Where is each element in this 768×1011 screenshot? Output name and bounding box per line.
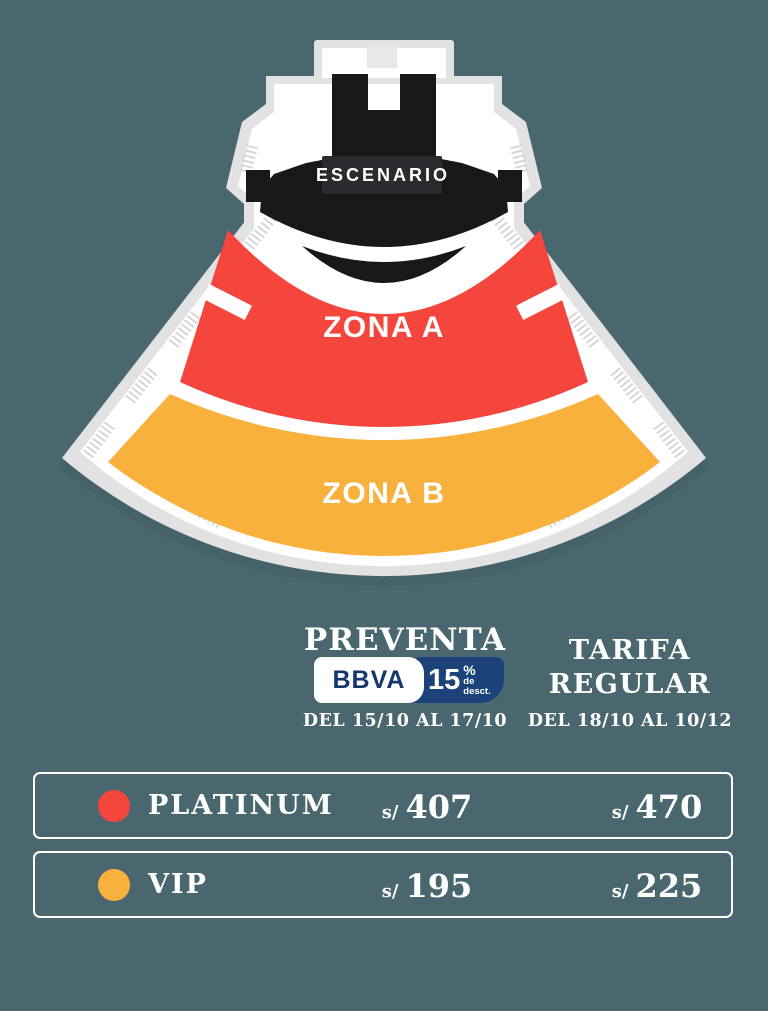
preventa-column-title: PREVENTA [303,622,507,658]
bbva-logo-box: BBVA [314,657,424,703]
venue-map: ESCENARIO ZONA A ZONA B [58,40,710,587]
vip-dot-icon [98,868,130,901]
platinum-dot-icon [98,789,130,822]
zone-a-label: ZONA A [323,311,445,344]
stage-label: ESCENARIO [316,165,450,185]
bbva-logo: BBVA [332,665,406,694]
regular-dates: DEL 18/10 AL 10/12 [527,711,733,731]
preventa-dates: DEL 15/10 AL 17/10 [302,711,508,731]
zone-b-shape[interactable] [108,394,660,557]
stage-label-box [322,156,442,194]
price-row-platinum[interactable]: PLATINUM s/ 407 s/ 470 [33,772,733,839]
zone-a-right-aisle [515,283,567,321]
price-amount: 195 [405,867,473,905]
discount-box: 15 % de desct. [414,657,504,703]
stage-apron [302,246,466,283]
vip-preventa-price: s/ 195 [362,853,492,916]
regular-title-line1: TARIFA [568,635,692,666]
currency-symbol: s/ [611,881,629,902]
platinum-regular-price: s/ 470 [592,774,722,837]
zone-b-label: ZONA B [323,477,446,510]
zone-a-shape[interactable] [180,230,588,427]
zone-a-left-aisle [201,283,253,321]
currency-symbol: s/ [381,802,399,823]
price-amount: 225 [635,867,703,905]
vip-regular-price: s/ 225 [592,853,722,916]
discount-value: 15 [428,663,461,696]
price-amount: 470 [635,788,703,826]
venue-shadow [58,457,710,587]
price-amount: 407 [405,788,473,826]
currency-symbol: s/ [611,802,629,823]
discount-note: de desct. [463,675,491,697]
backstage-door [367,44,397,68]
currency-symbol: s/ [381,881,399,902]
regular-title-line2: REGULAR [548,669,712,700]
zone-name-label: VIP [148,869,208,900]
bbva-discount-badge: 15 % de desct. BBVA [314,657,504,703]
price-row-vip[interactable]: VIP s/ 195 s/ 225 [33,851,733,918]
venue-map-svg: ESCENARIO ZONA A ZONA B [58,40,710,587]
regular-column-title: TARIFA REGULAR [520,634,740,702]
zone-name-label: PLATINUM [148,790,334,821]
platinum-preventa-price: s/ 407 [362,774,492,837]
discount-percent-sign: % [463,661,476,678]
